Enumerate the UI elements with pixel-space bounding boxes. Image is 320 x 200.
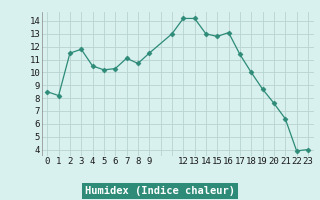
Text: Humidex (Indice chaleur): Humidex (Indice chaleur) — [85, 186, 235, 196]
